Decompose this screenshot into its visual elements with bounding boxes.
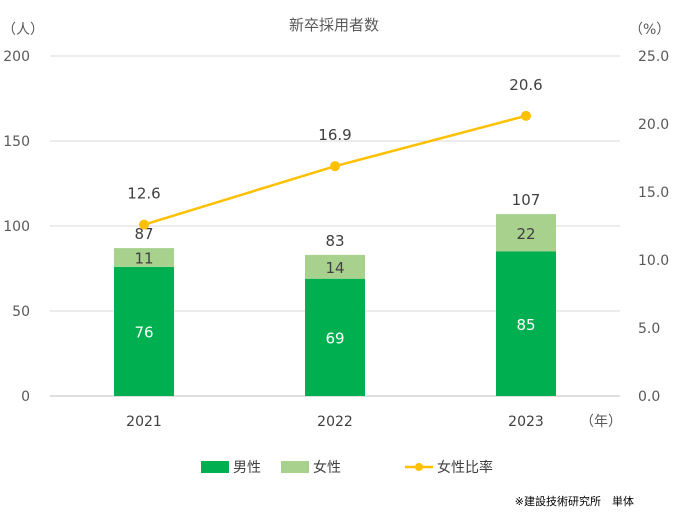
y2-tick-label: 10.0 [638,253,669,269]
y2-axis-ticks: 0.0 5.0 10.0 15.0 20.0 25.0 [638,49,669,405]
y-tick-label: 150 [3,134,30,150]
y-tick-label: 100 [3,219,30,235]
bar-female-label: 22 [516,225,535,243]
x-tick-label: 2022 [317,414,353,430]
legend: 男性 女性 女性比率 [201,459,493,476]
y-tick-label: 50 [12,304,30,320]
y-tick-label: 0 [21,389,30,405]
ratio-label: 12.6 [127,185,160,203]
legend-swatch-female [281,461,309,473]
x-axis-ticks: 2021 2022 2023 [126,414,544,430]
source-note: ※建設技術研究所 単体 [515,494,634,508]
bar-female [496,214,556,252]
bars: 76 11 87 69 14 83 85 22 107 [114,191,556,396]
chart-title: 新卒採用者数 [289,16,379,34]
y2-tick-label: 0.0 [638,389,660,405]
y-tick-label: 200 [3,49,30,65]
bar-female-label: 14 [325,259,344,277]
ratio-label: 16.9 [318,126,351,144]
x-tick-label: 2023 [508,414,544,430]
y2-tick-label: 5.0 [638,321,660,337]
y2-tick-label: 25.0 [638,49,669,65]
bar-total-label: 87 [134,225,153,243]
y2-axis-label: （%） [629,22,670,38]
ratio-point [521,110,531,121]
ratio-label: 20.6 [509,76,542,94]
y2-tick-label: 20.0 [638,117,669,133]
bar-male-label: 76 [134,323,153,341]
bar-total-label: 107 [512,191,541,209]
legend-label-female: 女性 [313,459,341,476]
legend-label-male: 男性 [233,460,261,476]
legend-marker-ratio [415,463,423,471]
bar-total-label: 83 [325,232,344,250]
bar-male [496,251,556,396]
bar-female-label: 11 [134,249,153,267]
x-axis-label: （年） [580,414,622,430]
bar-female [305,254,365,279]
bar-male [114,266,174,396]
y-axis-ticks: 0 50 100 150 200 [3,49,30,405]
legend-swatch-male [201,461,229,473]
ratio-line: 12.6 16.9 20.6 [127,76,543,230]
bar-male [305,278,365,396]
y-axis-label: （人） [2,22,44,38]
ratio-point [330,161,340,172]
ratio-point [139,219,149,230]
bar-male-label: 69 [325,329,344,347]
bar-male-label: 85 [516,316,535,334]
y2-tick-label: 15.0 [638,185,669,201]
bar-female [114,248,174,267]
x-tick-label: 2021 [126,414,162,430]
legend-label-ratio: 女性比率 [437,459,493,476]
